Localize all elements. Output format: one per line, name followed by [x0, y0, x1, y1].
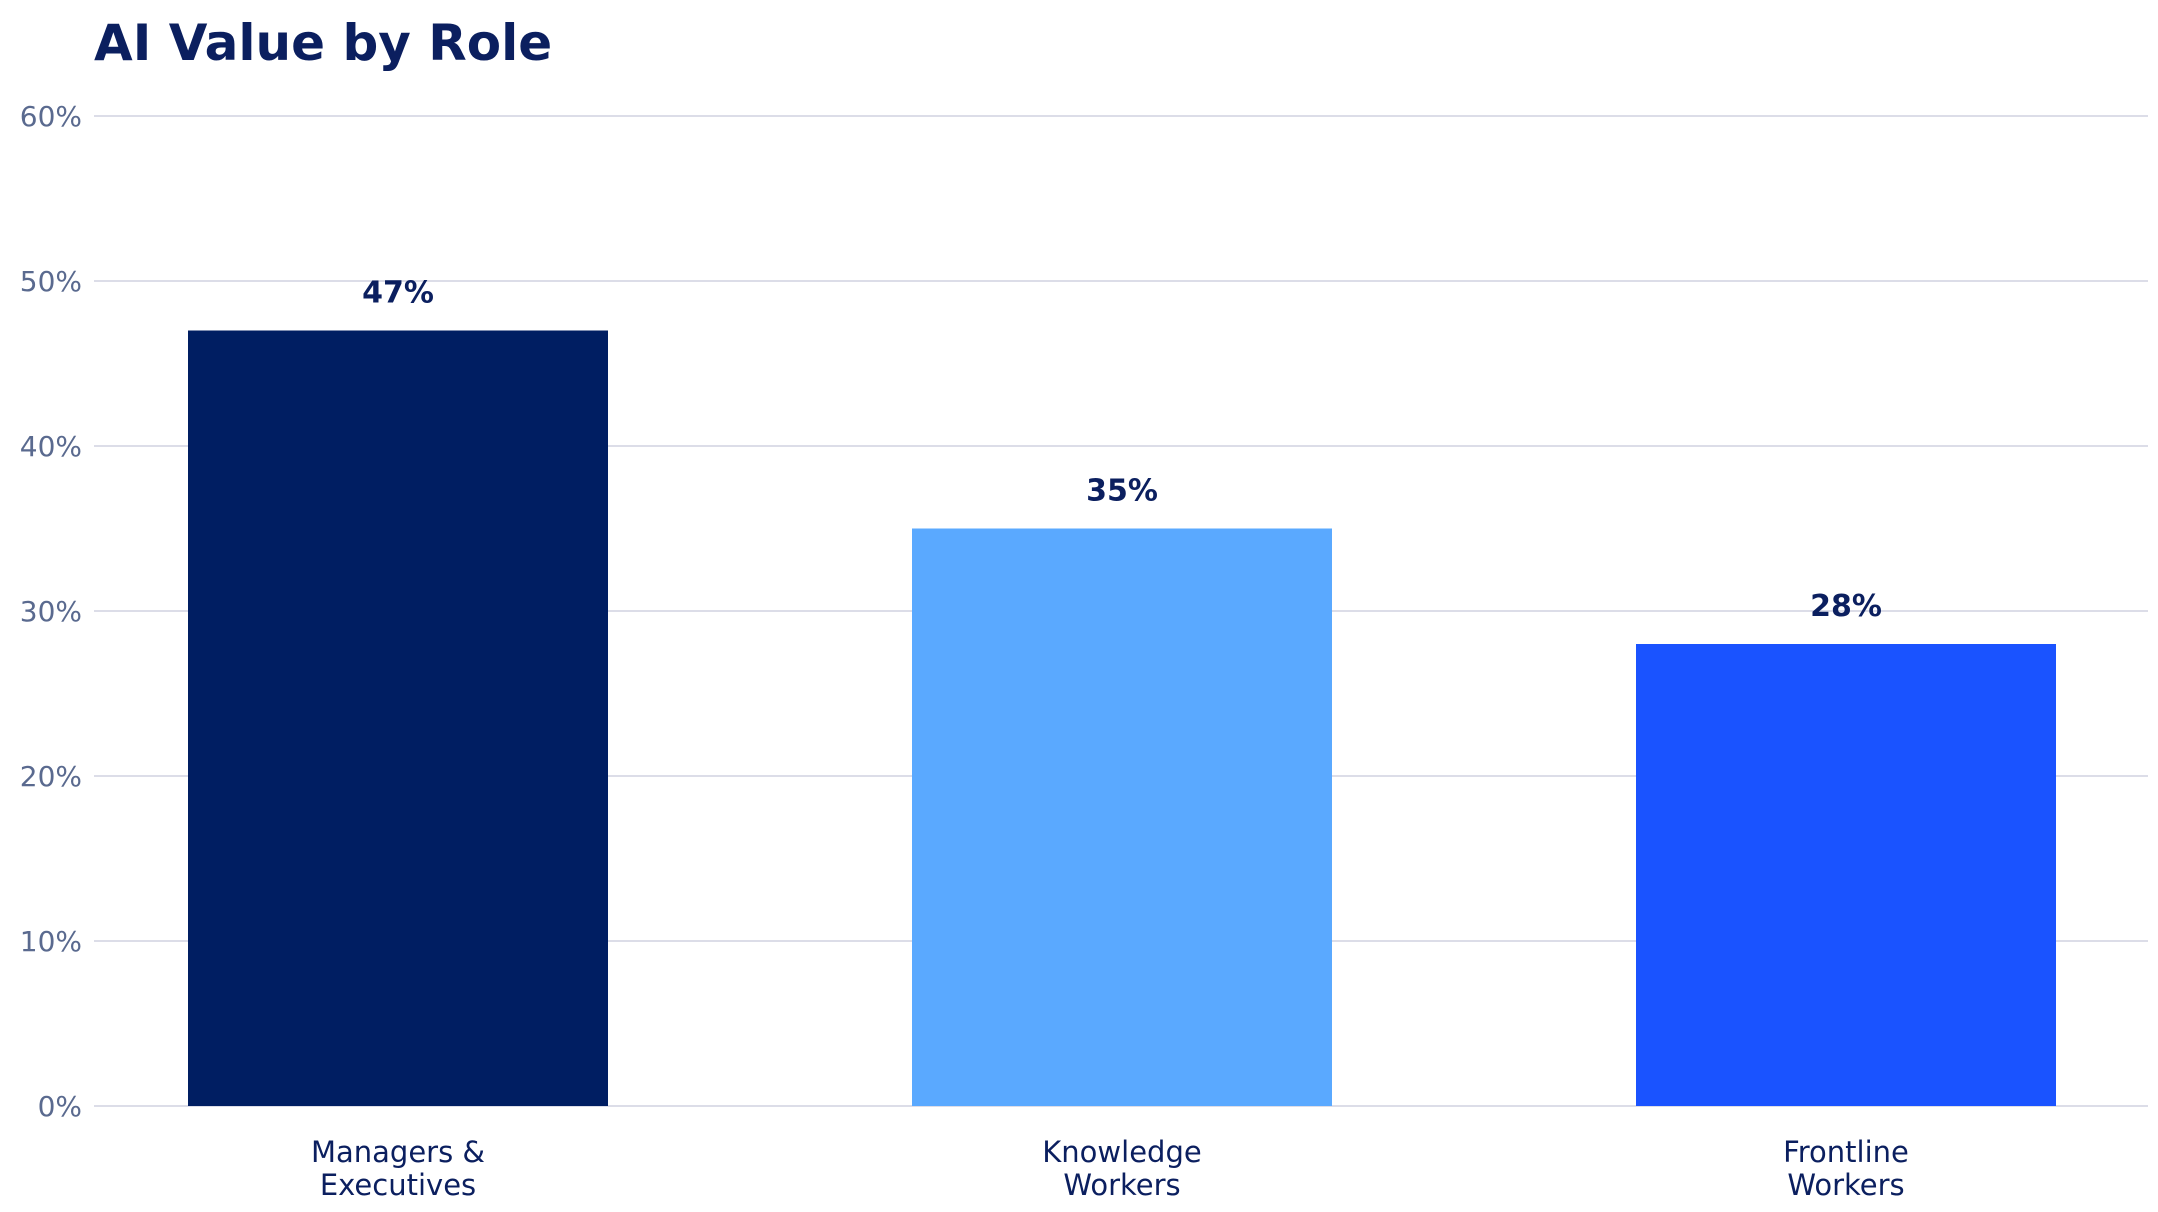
bar	[1636, 644, 2056, 1106]
y-tick-label: 50%	[20, 265, 82, 298]
x-tick-label: Executives	[320, 1168, 476, 1202]
x-tick-label: Workers	[1787, 1168, 1904, 1202]
y-tick-label: 10%	[20, 925, 82, 958]
y-axis-ticks: 0% 10% 20% 30% 40% 50% 60%	[20, 100, 82, 1123]
bar	[188, 330, 608, 1106]
y-tick-label: 0%	[38, 1090, 82, 1123]
bar	[912, 528, 1332, 1106]
x-tick-label: Managers &	[311, 1135, 485, 1169]
x-axis-ticks: Managers &ExecutivesKnowledgeWorkersFron…	[311, 1135, 1909, 1202]
data-label: 47%	[362, 276, 434, 311]
x-tick-label: Workers	[1063, 1168, 1180, 1202]
y-tick-label: 20%	[20, 760, 82, 793]
data-label: 35%	[1086, 474, 1158, 509]
data-label: 28%	[1810, 589, 1882, 624]
x-tick-label: Knowledge	[1042, 1135, 1201, 1169]
data-labels: 47% 35% 28%	[362, 276, 1882, 625]
y-tick-label: 60%	[20, 100, 82, 133]
chart-title: AI Value by Role	[94, 14, 552, 72]
bars	[188, 330, 2056, 1106]
y-tick-label: 30%	[20, 595, 82, 628]
x-tick-label: Frontline	[1783, 1135, 1909, 1169]
y-tick-label: 40%	[20, 430, 82, 463]
